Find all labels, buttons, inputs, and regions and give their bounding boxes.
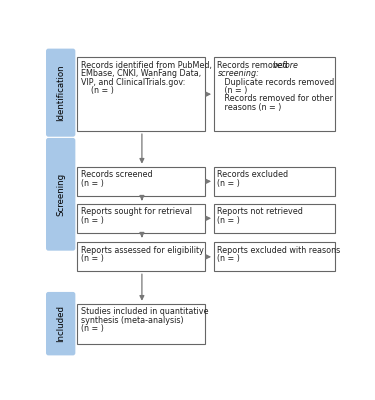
FancyBboxPatch shape [46, 138, 75, 251]
Text: Records removed for other: Records removed for other [217, 94, 333, 104]
Text: Reports not retrieved: Reports not retrieved [217, 207, 303, 216]
Text: screening:: screening: [217, 69, 259, 78]
FancyBboxPatch shape [214, 204, 334, 233]
Text: (n = ): (n = ) [217, 86, 248, 95]
Text: Studies included in quantitative: Studies included in quantitative [81, 307, 209, 316]
Text: Records removed: Records removed [217, 61, 291, 70]
FancyBboxPatch shape [77, 166, 205, 196]
Text: (n = ): (n = ) [81, 179, 104, 188]
FancyBboxPatch shape [77, 57, 205, 131]
Text: Reports assessed for eligibility: Reports assessed for eligibility [81, 246, 204, 255]
Text: (n = ): (n = ) [81, 324, 104, 333]
Text: Records screened: Records screened [81, 170, 153, 179]
Text: Screening: Screening [56, 173, 65, 216]
Text: Reports sought for retrieval: Reports sought for retrieval [81, 207, 192, 216]
Text: (n = ): (n = ) [217, 254, 240, 263]
Text: Reports excluded with reasons: Reports excluded with reasons [217, 246, 341, 255]
Text: EMbase, CNKI, WanFang Data,: EMbase, CNKI, WanFang Data, [81, 69, 201, 78]
Text: VIP, and ClinicalTrials.gov:: VIP, and ClinicalTrials.gov: [81, 78, 185, 87]
FancyBboxPatch shape [46, 292, 75, 355]
Text: (n = ): (n = ) [217, 179, 240, 188]
FancyBboxPatch shape [46, 49, 75, 137]
Text: Duplicate records removed: Duplicate records removed [217, 78, 335, 87]
FancyBboxPatch shape [214, 242, 334, 271]
FancyBboxPatch shape [77, 204, 205, 233]
Text: before: before [272, 61, 298, 70]
Text: (n = ): (n = ) [81, 86, 114, 95]
FancyBboxPatch shape [77, 304, 205, 344]
Text: (n = ): (n = ) [81, 254, 104, 263]
Text: Records identified from PubMed,: Records identified from PubMed, [81, 61, 212, 70]
Text: Identification: Identification [56, 64, 65, 121]
Text: synthesis (meta-analysis): synthesis (meta-analysis) [81, 316, 183, 325]
FancyBboxPatch shape [214, 166, 334, 196]
Text: (n = ): (n = ) [217, 216, 240, 225]
FancyBboxPatch shape [77, 242, 205, 271]
Text: (n = ): (n = ) [81, 216, 104, 225]
Text: Included: Included [56, 305, 65, 342]
Text: reasons (n = ): reasons (n = ) [217, 103, 282, 112]
Text: Records excluded: Records excluded [217, 170, 289, 179]
FancyBboxPatch shape [214, 57, 334, 131]
